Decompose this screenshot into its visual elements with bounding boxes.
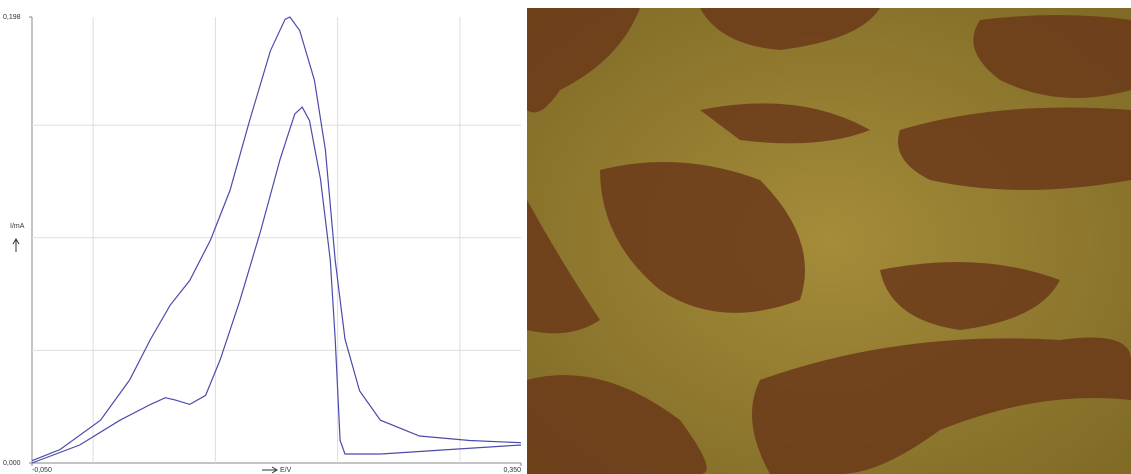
curve: [31, 106, 522, 464]
x-tick-label: -0,050: [32, 467, 52, 474]
x-tick-label: 0,350: [503, 467, 521, 474]
y-arrow: [12, 238, 20, 252]
micrograph: [527, 8, 1131, 474]
x-arrow: [262, 466, 278, 474]
x-axis-label: E/V: [280, 467, 292, 474]
y-tick-label: 0,000: [3, 460, 21, 467]
curve: [31, 16, 522, 462]
y-tick-label: 0,198: [3, 14, 21, 21]
plot: I/mA E/V: [10, 17, 521, 474]
y-axis-label: I/mA: [10, 223, 25, 230]
